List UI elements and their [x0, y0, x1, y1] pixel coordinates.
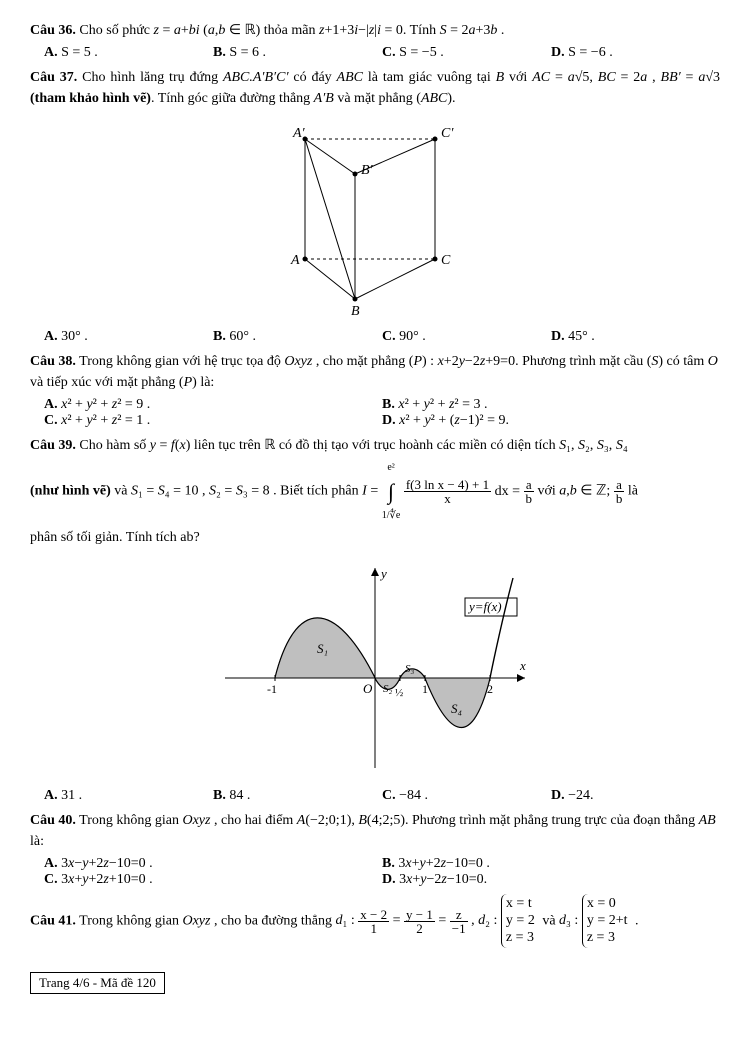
q37-C: 90° .	[399, 329, 426, 344]
q40-C: 3x+y+2z+10=0 .	[61, 872, 153, 887]
S2-label: S₂	[383, 683, 393, 695]
question-36: Câu 36. Cho số phức z = a+bi (a,b ∈ ℝ) t…	[30, 20, 720, 41]
q39-D: −24.	[568, 788, 593, 803]
q41-mid: và	[542, 913, 559, 928]
question-38: Câu 38. Trong không gian với hệ trục tọa…	[30, 351, 720, 393]
q39-t2d: là	[628, 484, 638, 499]
q37-line3: (ABC).	[416, 91, 455, 106]
x-axis-label: x	[519, 658, 526, 673]
q39-t2a: (như hình vẽ) và S₁ = S₄ = 10 , S₂ = S₃ …	[30, 484, 382, 499]
q40-text: Trong không gian Oxyz , cho hai điểm A(−…	[30, 813, 716, 849]
tick-O: O	[363, 681, 373, 696]
q37-A: 30° .	[61, 329, 88, 344]
q36-A: S = 5 .	[61, 45, 98, 60]
q38-C: x² + y² + z² = 1 .	[61, 413, 150, 428]
q39-choices: A. 31 . B. 84 . C. −84 . D. −24.	[44, 788, 720, 804]
q40-B: 3x+y+2z−10=0 .	[398, 856, 490, 871]
question-40: Câu 40. Trong không gian Oxyz , cho hai …	[30, 810, 720, 852]
q36-C: S = −5 .	[399, 45, 444, 60]
label-A: A	[290, 253, 300, 268]
label-Ap: A′	[292, 126, 306, 141]
q37-B: 60° .	[229, 329, 256, 344]
q36-choices: A. S = 5 . B. S = 6 . C. S = −5 . D. S =…	[44, 45, 720, 61]
S1-label: S₁	[317, 641, 328, 656]
q37-label: Câu 37.	[30, 70, 77, 85]
q40-choices: A. 3x−y+2z−10=0 . B. 3x+y+2z−10=0 . C. 3…	[44, 856, 720, 888]
label-C: C	[441, 253, 451, 268]
prism-figure: A′ C′ B′ A C B	[30, 119, 720, 319]
graph-figure: y=f(x) y x S₁ S₂ S₃ S₄ -1 O ½ 1 2	[30, 558, 720, 778]
q36-B: S = 6 .	[229, 45, 266, 60]
q36-D: S = −6 .	[568, 45, 613, 60]
q38-D: x² + y² + (z−1)² = 9.	[399, 413, 509, 428]
q38-text: Trong không gian với hệ trục tọa độ Oxyz…	[30, 354, 718, 390]
q41-text: Trong không gian Oxyz , cho ba đường thẳ…	[79, 913, 335, 928]
S3-label: S₃	[405, 663, 415, 675]
q39-text1: Cho hàm số y = f(x) liên tục trên ℝ có đ…	[79, 438, 627, 453]
footer-text: Trang 4/6 - Mã đề 120	[30, 972, 165, 994]
q39-text3: phân số tối giản. Tính tích ab?	[30, 527, 720, 548]
q38-A: x² + y² + z² = 9 .	[61, 397, 150, 412]
q38-choices: A. x² + y² + z² = 9 . B. x² + y² + z² = …	[44, 397, 720, 429]
label-Cp: C′	[441, 126, 454, 141]
q41-label: Câu 41.	[30, 913, 76, 928]
q40-label: Câu 40.	[30, 813, 76, 828]
q38-B: x² + y² + z² = 3 .	[398, 397, 487, 412]
q41-d3: d₃ : x = 0 y = 2+t z = 3	[559, 913, 635, 928]
S4-label: S₄	[451, 701, 463, 716]
q37-choices: A. 30° . B. 60° . C. 90° . D. 45° .	[44, 329, 720, 345]
question-41: Câu 41. Trong không gian Oxyz , cho ba đ…	[30, 894, 720, 948]
q39-integral: e² ∫ 1/∜e f(3 ln x − 4) + 1x dx = ab	[382, 484, 538, 499]
q39-C: −84 .	[399, 788, 428, 803]
y-axis-label: y	[379, 566, 387, 581]
q40-A: 3x−y+2z−10=0 .	[61, 856, 153, 871]
q36-label: Câu 36.	[30, 23, 76, 38]
q37-line1: Cho hình lăng trụ đứng ABC.A′B′C′ có đáy…	[82, 70, 532, 85]
q38-label: Câu 38.	[30, 354, 76, 369]
tick-m1: -1	[267, 682, 277, 696]
tick-2: 2	[487, 682, 493, 696]
curve-label: y=f(x)	[467, 599, 502, 614]
tick-half: ½	[395, 687, 403, 699]
label-B: B	[351, 304, 360, 319]
question-39: Câu 39. Cho hàm số y = f(x) liên tục trê…	[30, 435, 720, 456]
q39-label: Câu 39.	[30, 438, 76, 453]
q39-line2: (như hình vẽ) và S₁ = S₄ = 10 , S₂ = S₃ …	[30, 460, 720, 523]
q36-text: Cho số phức z = a+bi (a,b ∈ ℝ) thỏa mãn …	[79, 23, 504, 38]
q41-d2: , d₂ : x = t y = 2 z = 3	[471, 913, 542, 928]
q39-A: 31 .	[61, 788, 82, 803]
q41-d1: d₁ : x − 21 = y − 12 = z−1	[336, 913, 472, 928]
q40-D: 3x+y−2z−10=0.	[399, 872, 487, 887]
q39-B: 84 .	[229, 788, 250, 803]
q37-D: 45° .	[568, 329, 595, 344]
q39-t2c: với a,b ∈ ℤ;	[538, 484, 614, 499]
tick-1: 1	[422, 682, 428, 696]
label-Bp: B′	[361, 163, 374, 178]
page-footer: Trang 4/6 - Mã đề 120	[30, 972, 720, 994]
question-37: Câu 37. Cho hình lăng trụ đứng ABC.A′B′C…	[30, 67, 720, 109]
